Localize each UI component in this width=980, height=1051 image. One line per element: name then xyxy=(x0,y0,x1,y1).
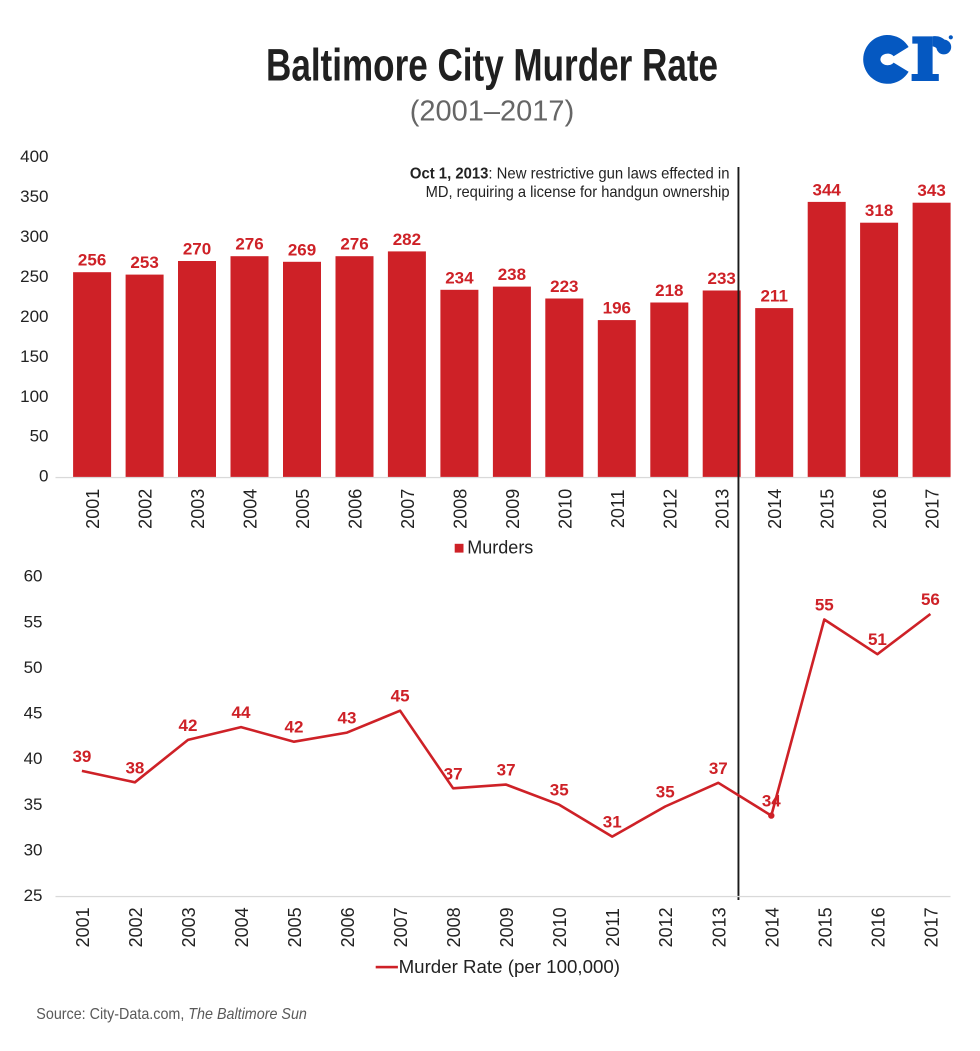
svg-text:2005: 2005 xyxy=(293,489,313,529)
svg-text:Oct 1, 2013: New restrictive g: Oct 1, 2013: New restrictive gun laws ef… xyxy=(410,166,730,183)
svg-text:50: 50 xyxy=(30,427,49,446)
svg-text:2006: 2006 xyxy=(346,489,366,529)
svg-text:282: 282 xyxy=(393,230,421,249)
svg-text:269: 269 xyxy=(288,240,316,259)
svg-text:350: 350 xyxy=(20,187,48,206)
svg-text:37: 37 xyxy=(497,761,516,780)
svg-text:2011: 2011 xyxy=(603,908,623,947)
svg-text:55: 55 xyxy=(815,596,834,615)
svg-text:37: 37 xyxy=(709,759,728,778)
svg-text:2001: 2001 xyxy=(73,907,93,947)
svg-text:2001: 2001 xyxy=(83,489,103,529)
svg-text:44: 44 xyxy=(232,703,251,722)
svg-text:45: 45 xyxy=(391,687,410,706)
svg-text:55: 55 xyxy=(24,612,43,631)
svg-text:37: 37 xyxy=(444,764,463,783)
svg-text:56: 56 xyxy=(921,590,940,609)
svg-text:38: 38 xyxy=(125,758,144,777)
svg-text:238: 238 xyxy=(498,265,526,284)
svg-text:2008: 2008 xyxy=(450,489,470,529)
svg-text:42: 42 xyxy=(285,718,304,737)
svg-text:2016: 2016 xyxy=(870,489,890,529)
svg-text:2007: 2007 xyxy=(398,489,418,529)
svg-text:223: 223 xyxy=(550,277,578,296)
svg-text:253: 253 xyxy=(130,253,158,272)
svg-text:35: 35 xyxy=(656,783,675,802)
svg-text:2016: 2016 xyxy=(868,907,888,947)
svg-text:2007: 2007 xyxy=(391,907,411,947)
svg-text:Baltimore City Murder Rate: Baltimore City Murder Rate xyxy=(266,39,718,90)
svg-text:276: 276 xyxy=(340,235,368,254)
svg-text:2008: 2008 xyxy=(444,907,464,947)
svg-text:2003: 2003 xyxy=(188,489,208,529)
svg-text:30: 30 xyxy=(24,840,43,859)
svg-text:2006: 2006 xyxy=(338,907,358,947)
svg-text:2003: 2003 xyxy=(179,907,199,947)
svg-text:31: 31 xyxy=(603,813,622,832)
svg-text:270: 270 xyxy=(183,240,211,259)
svg-text:2010: 2010 xyxy=(550,907,570,947)
svg-text:2004: 2004 xyxy=(232,907,252,947)
svg-text:2014: 2014 xyxy=(765,489,785,529)
svg-text:2002: 2002 xyxy=(136,489,156,529)
svg-text:60: 60 xyxy=(24,567,43,586)
svg-text:Murders: Murders xyxy=(467,538,533,558)
svg-text:2002: 2002 xyxy=(126,907,146,947)
svg-text:2005: 2005 xyxy=(285,907,305,947)
svg-text:40: 40 xyxy=(24,749,43,768)
svg-text:2014: 2014 xyxy=(762,907,782,947)
svg-text:218: 218 xyxy=(655,281,683,300)
svg-text:2012: 2012 xyxy=(656,907,676,947)
svg-text:318: 318 xyxy=(865,201,893,220)
svg-text:50: 50 xyxy=(24,658,43,677)
svg-text:200: 200 xyxy=(20,307,48,326)
svg-text:100: 100 xyxy=(20,387,48,406)
svg-text:250: 250 xyxy=(20,267,48,286)
svg-text:43: 43 xyxy=(338,709,357,728)
svg-text:2011: 2011 xyxy=(608,489,628,528)
svg-text:Source: City-Data.com, The Bal: Source: City-Data.com, The Baltimore Sun xyxy=(36,1006,307,1023)
svg-text:276: 276 xyxy=(235,235,263,254)
svg-text:51: 51 xyxy=(868,630,887,649)
svg-text:2017: 2017 xyxy=(921,907,941,947)
svg-text:234: 234 xyxy=(445,268,474,287)
svg-text:300: 300 xyxy=(20,227,48,246)
svg-text:2013: 2013 xyxy=(709,907,729,947)
svg-text:2009: 2009 xyxy=(503,489,523,529)
svg-text:Murder Rate (per 100,000): Murder Rate (per 100,000) xyxy=(399,957,620,977)
svg-text:25: 25 xyxy=(24,886,43,905)
svg-text:34: 34 xyxy=(762,792,781,811)
svg-text:2013: 2013 xyxy=(713,489,733,529)
svg-text:42: 42 xyxy=(179,716,198,735)
svg-text:39: 39 xyxy=(72,747,91,766)
svg-text:2004: 2004 xyxy=(241,489,261,529)
svg-text:MD, requiring a license for ha: MD, requiring a license for handgun owne… xyxy=(426,184,730,201)
svg-text:256: 256 xyxy=(78,251,106,270)
svg-text:0: 0 xyxy=(39,467,48,486)
svg-text:150: 150 xyxy=(20,347,48,366)
svg-text:400: 400 xyxy=(20,147,48,166)
svg-text:2009: 2009 xyxy=(497,907,517,947)
svg-text:2015: 2015 xyxy=(818,489,838,529)
svg-text:211: 211 xyxy=(760,287,787,306)
svg-text:45: 45 xyxy=(24,704,43,723)
svg-text:343: 343 xyxy=(917,181,945,200)
svg-text:233: 233 xyxy=(708,269,736,288)
svg-text:196: 196 xyxy=(603,299,631,318)
svg-text:2012: 2012 xyxy=(660,489,680,529)
svg-text:2015: 2015 xyxy=(815,907,835,947)
svg-text:2010: 2010 xyxy=(555,489,575,529)
svg-text:2017: 2017 xyxy=(923,489,943,529)
svg-text:35: 35 xyxy=(550,781,569,800)
svg-text:35: 35 xyxy=(24,795,43,814)
svg-text:344: 344 xyxy=(813,180,842,199)
svg-text:(2001–2017): (2001–2017) xyxy=(410,96,574,128)
